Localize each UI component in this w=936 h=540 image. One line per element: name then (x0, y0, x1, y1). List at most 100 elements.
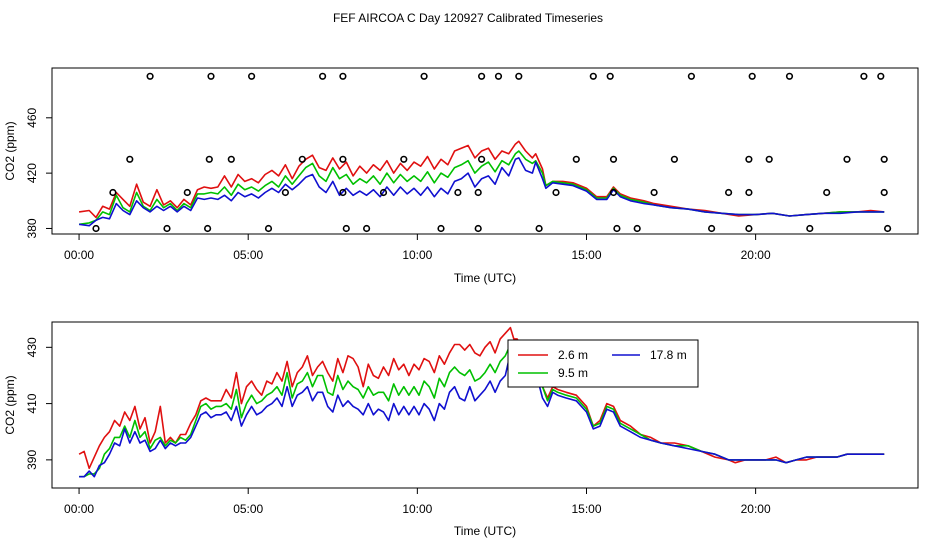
top-marker-22 (420, 72, 428, 80)
top-marker-54 (860, 72, 868, 80)
top-marker-16 (339, 155, 347, 163)
top-marker-37 (609, 188, 618, 197)
top-marker-4 (163, 224, 171, 233)
top-marker-33 (572, 155, 580, 163)
top-y-tick-label-2: 460 (25, 107, 39, 127)
top-marker-10 (248, 72, 256, 80)
top-marker-11 (264, 224, 273, 233)
top-marker-8 (207, 72, 215, 80)
top-marker-38 (613, 224, 621, 233)
bottom-x-tick-label-3: 15:00 (571, 502, 601, 516)
legend-label-17-8m: 17.8 m (650, 348, 687, 362)
legend: 2.6 m 9.5 m 17.8 m (507, 339, 699, 388)
top-marker-group (92, 72, 892, 233)
bottom-x-tick-label-4: 20:00 (741, 502, 771, 516)
top-marker-35 (606, 72, 614, 80)
top-marker-6 (204, 224, 212, 233)
legend-label-9-5m: 9.5 m (558, 366, 588, 380)
top-x-tick-label-0: 00:00 (64, 248, 94, 262)
top-marker-50 (785, 72, 794, 80)
bottom-series-2-6-m (78, 326, 885, 470)
top-marker-47 (745, 155, 753, 163)
top-marker-20 (379, 188, 388, 197)
top-panel: 00:00 05:00 10:00 15:00 20:00 380 420 460 Time … (3, 67, 919, 285)
top-marker-43 (707, 224, 716, 233)
top-marker-9 (227, 155, 235, 163)
bottom-x-tick-label-2: 10:00 (402, 502, 432, 516)
legend-box (507, 339, 699, 388)
bottom-axis-ticks: 00:00 05:00 10:00 15:00 20:00 390 410 430 (25, 337, 771, 516)
top-marker-15 (339, 72, 347, 80)
top-marker-58 (883, 224, 892, 233)
top-series-17-8-m (78, 157, 885, 227)
top-x-axis-label: Time (UTC) (454, 271, 516, 285)
top-marker-32 (552, 188, 560, 197)
top-marker-3 (146, 72, 154, 80)
top-marker-30 (515, 72, 523, 80)
top-x-tick-label-2: 10:00 (402, 248, 432, 262)
top-marker-39 (633, 224, 641, 233)
top-marker-0 (92, 224, 100, 233)
top-marker-46 (745, 188, 753, 197)
bottom-y-tick-label-0: 390 (25, 450, 39, 470)
top-marker-27 (478, 155, 486, 163)
top-marker-57 (880, 188, 888, 197)
top-series-2-6-m (78, 140, 885, 219)
top-marker-31 (535, 224, 543, 233)
top-marker-48 (748, 72, 756, 80)
top-marker-7 (205, 155, 213, 163)
top-y-tick-label-1: 420 (25, 163, 39, 183)
top-marker-23 (437, 224, 445, 233)
bottom-panel: 00:00 05:00 10:00 15:00 20:00 390 410 430 2.6 m… (3, 321, 919, 538)
top-series-group (78, 140, 885, 227)
bottom-x-axis-label: Time (UTC) (454, 524, 516, 538)
top-marker-29 (494, 72, 503, 80)
top-marker-28 (478, 72, 486, 80)
bottom-series-17-8-m (79, 352, 885, 478)
top-series-9-5-m (78, 150, 885, 226)
top-marker-41 (670, 155, 679, 163)
top-marker-51 (806, 224, 814, 233)
top-marker-36 (609, 155, 618, 163)
top-marker-12 (281, 188, 290, 197)
top-marker-26 (474, 188, 482, 197)
top-marker-24 (454, 188, 462, 197)
top-marker-45 (745, 224, 753, 233)
top-marker-52 (823, 188, 831, 197)
top-y-axis-label: CO2 (ppm) (3, 121, 17, 180)
top-marker-34 (589, 72, 597, 80)
bottom-y-tick-label-1: 410 (25, 393, 39, 413)
top-marker-56 (880, 155, 888, 163)
top-axis-ticks: 00:00 05:00 10:00 15:00 20:00 380 420 460 (25, 107, 771, 262)
top-marker-40 (650, 188, 658, 197)
top-marker-19 (363, 224, 371, 233)
top-marker-5 (183, 188, 191, 197)
top-marker-25 (474, 224, 482, 233)
top-plot-frame (51, 67, 919, 235)
top-marker-2 (126, 155, 134, 163)
top-marker-21 (400, 155, 408, 163)
top-marker-53 (843, 155, 851, 163)
top-marker-14 (319, 72, 327, 80)
top-marker-18 (342, 224, 350, 233)
top-x-tick-label-3: 15:00 (571, 248, 601, 262)
bottom-x-tick-label-0: 00:00 (64, 502, 94, 516)
bottom-series-9-5-m (79, 343, 885, 478)
top-marker-42 (687, 72, 696, 80)
top-marker-17 (339, 188, 347, 197)
top-marker-44 (724, 188, 733, 197)
top-marker-1 (109, 188, 117, 197)
bottom-y-axis-label: CO2 (ppm) (3, 375, 17, 434)
top-marker-55 (877, 72, 885, 80)
legend-label-2-6m: 2.6 m (558, 348, 588, 362)
bottom-x-tick-label-1: 05:00 (233, 502, 263, 516)
bottom-series-group (78, 326, 885, 478)
figure-title: FEF AIRCOA C Day 120927 Calibrated Times… (333, 11, 603, 25)
bottom-plot-frame (51, 321, 919, 489)
top-x-tick-label-4: 20:00 (741, 248, 771, 262)
top-marker-13 (298, 155, 306, 163)
top-y-tick-label-0: 380 (25, 218, 39, 238)
top-marker-49 (765, 155, 773, 163)
bottom-y-tick-label-2: 430 (25, 337, 39, 357)
